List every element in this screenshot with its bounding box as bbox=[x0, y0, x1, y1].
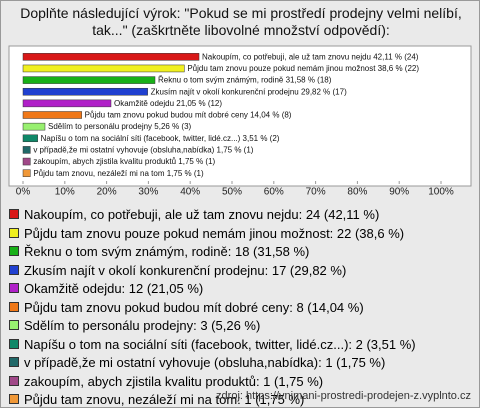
legend-label: Půjdu tam znovu, nezáleží mi na tom: 1 (… bbox=[24, 392, 305, 407]
plot: 0% 10% 20% 30% 40% 50% 60% 70% 80% 90% 100% Nakoupí… bbox=[8, 45, 472, 198]
bar bbox=[22, 53, 200, 61]
legend-label: Půjdu tam znovu pouze pokud nemám jinou … bbox=[24, 225, 405, 241]
data-label: v případě,že mi ostatní vyhovuje (obsluh… bbox=[33, 146, 253, 155]
x-tick-label: 10% bbox=[55, 187, 75, 198]
legend-item: Řeknu o tom svým známým, rodině: 18 (31,… bbox=[9, 243, 477, 262]
data-label: Zkusím najít v okolí konkurenční prodejn… bbox=[151, 87, 347, 96]
data-label: Sdělím to personálu prodejny 5,26 % (3) bbox=[48, 122, 192, 131]
legend-swatch bbox=[9, 338, 19, 349]
bar bbox=[22, 64, 185, 73]
legend: Nakoupím, co potřebuji, ale už tam znovu… bbox=[9, 206, 477, 407]
bar bbox=[22, 122, 46, 131]
x-tick-label: 40% bbox=[180, 187, 200, 198]
legend-label: zakoupím, abych zjistila kvalitu produkt… bbox=[24, 373, 324, 389]
bar bbox=[22, 76, 156, 84]
data-label-bg bbox=[201, 52, 420, 62]
legend-swatch bbox=[9, 301, 19, 312]
bar bbox=[22, 169, 31, 177]
data-label: Okamžitě odejdu 21,05 % (12) bbox=[114, 99, 222, 108]
legend-item: zakoupím, abych zjistila kvalitu produkt… bbox=[9, 373, 477, 392]
bar bbox=[22, 146, 31, 154]
data-label: Půjdu tam znovu pouze pokud nemám jinou … bbox=[187, 64, 419, 73]
data-label-bg bbox=[112, 98, 224, 108]
legend-swatch bbox=[9, 246, 19, 256]
legend-swatch bbox=[9, 375, 19, 386]
data-label-bg bbox=[32, 145, 255, 155]
legend-label: Zkusím najít v okolí konkurenční prodejn… bbox=[24, 262, 347, 278]
bar bbox=[22, 87, 148, 96]
legend-swatch bbox=[9, 394, 19, 404]
legend-item: Nakoupím, co potřebuji, ale už tam znovu… bbox=[9, 206, 477, 225]
legend-item: Napíšu o tom na sociální síti (facebook,… bbox=[9, 336, 477, 355]
legend-swatch bbox=[9, 209, 19, 219]
legend-item: Půjdu tam znovu pokud budou mít dobré ce… bbox=[9, 299, 477, 318]
data-label: Půjdu tam znovu, nezáleží mi na tom 1,75… bbox=[33, 169, 204, 178]
data-label-bg bbox=[32, 168, 205, 178]
legend-label: Sdělím to personálu prodejny: 3 (5,26 %) bbox=[24, 318, 261, 333]
data-label-bg bbox=[157, 75, 333, 85]
legend-item: Půjdu tam znovu pouze pokud nemám jinou … bbox=[9, 225, 477, 244]
data-label: Řeknu o tom svým známým, rodině 31,58 % … bbox=[158, 76, 332, 85]
source: zdroj: https://vnimani-prostredi-prodeje… bbox=[216, 390, 471, 402]
legend-item: Půjdu tam znovu, nezáleží mi na tom: 1 (… bbox=[9, 391, 477, 407]
x-tick-label: 90% bbox=[389, 187, 409, 198]
data-label: zakoupím, abych zjistila kvalitu produkt… bbox=[33, 157, 215, 166]
bar bbox=[22, 99, 112, 108]
legend-item: Sdělím to personálu prodejny: 3 (5,26 %) bbox=[9, 317, 477, 336]
legend-label: Nakoupím, co potřebuji, ale už tam znovu… bbox=[24, 207, 380, 222]
x-tick-label: 0% bbox=[16, 187, 31, 198]
legend-label: Půjdu tam znovu pokud budou mít dobré ce… bbox=[24, 299, 364, 315]
legend-swatch bbox=[9, 227, 19, 238]
legend-label: Okamžitě odejdu: 12 (21,05 %) bbox=[24, 281, 204, 296]
legend-swatch bbox=[9, 264, 19, 275]
x-tick-label: 60% bbox=[264, 187, 284, 198]
legend-item: Zkusím najít v okolí konkurenční prodejn… bbox=[9, 262, 477, 281]
data-label-bg bbox=[32, 157, 217, 167]
legend-swatch bbox=[9, 283, 19, 293]
legend-label: Napíšu o tom na sociální síti (facebook,… bbox=[24, 336, 416, 352]
chart-title: Doplňte následující výrok: "Pokud se mi … bbox=[20, 5, 462, 38]
bar bbox=[22, 157, 31, 166]
x-tick-label: 50% bbox=[222, 187, 242, 198]
x-tick-label: 100% bbox=[428, 187, 454, 198]
x-tick-label: 80% bbox=[347, 187, 367, 198]
x-tick-label: 70% bbox=[306, 187, 326, 198]
data-label-bg bbox=[46, 122, 193, 132]
legend-label: v případě,že mi ostatní vyhovuje (obsluh… bbox=[24, 355, 386, 370]
legend-label: Řeknu o tom svým známým, rodině: 18 (31,… bbox=[24, 244, 310, 259]
data-label: Půjdu tam znovu pokud budou mít dobré ce… bbox=[85, 111, 292, 120]
legend-item: Okamžitě odejdu: 12 (21,05 %) bbox=[9, 280, 477, 299]
data-label-bg bbox=[83, 110, 293, 120]
legend-item: v případě,že mi ostatní vyhovuje (obsluh… bbox=[9, 354, 477, 373]
data-label-bg bbox=[149, 87, 349, 97]
data-label: Nakoupím, co potřebuji, ale už tam znovu… bbox=[202, 52, 419, 61]
legend-swatch bbox=[9, 357, 19, 367]
data-label: Napíšu o tom na sociální síti (facebook,… bbox=[41, 134, 280, 143]
bar bbox=[22, 134, 38, 143]
bar bbox=[22, 111, 82, 119]
x-tick-label: 20% bbox=[97, 187, 117, 198]
legend-swatch bbox=[9, 320, 19, 330]
data-label-bg bbox=[39, 133, 281, 143]
x-tick-label: 30% bbox=[138, 187, 158, 198]
data-label-bg bbox=[186, 64, 421, 74]
